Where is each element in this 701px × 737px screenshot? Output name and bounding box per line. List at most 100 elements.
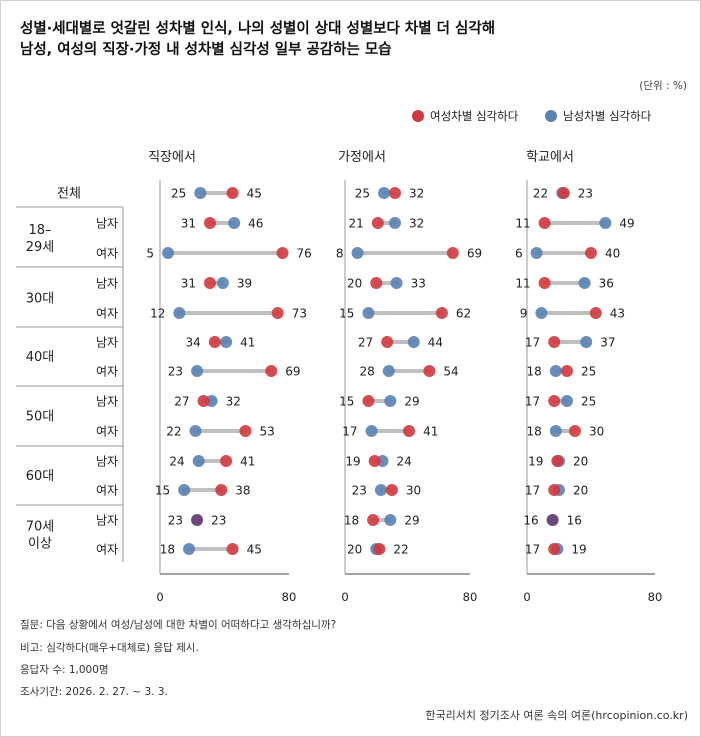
- value-label-female: 17: [525, 336, 540, 350]
- value-label-male: 18: [527, 365, 542, 379]
- value-label-female: 17: [525, 484, 540, 498]
- male-point: [192, 455, 205, 467]
- value-label-female: 54: [443, 365, 458, 379]
- value-label-female: 11: [515, 277, 530, 291]
- value-label-female: 25: [581, 365, 596, 379]
- female-point: [403, 425, 416, 437]
- female-point: [446, 247, 459, 259]
- x-tick-label: 0: [523, 590, 530, 604]
- source-label: 한국리서치 정기조사 여론 속의 여론(hrcopinion.co.kr): [425, 709, 688, 722]
- value-label-male: 25: [581, 395, 596, 409]
- group-label: 40대: [26, 350, 55, 365]
- female-point: [589, 307, 602, 319]
- female-point: [215, 484, 228, 496]
- female-point: [435, 307, 448, 319]
- female-point: [538, 217, 551, 229]
- male-point: [162, 247, 175, 259]
- male-point: [365, 425, 378, 437]
- group-label: 18–: [28, 223, 51, 238]
- female-point: [203, 217, 216, 229]
- male-point: [549, 425, 562, 437]
- group-label: 60대: [26, 469, 55, 484]
- group-label: 전체: [57, 187, 81, 202]
- female-point: [373, 543, 386, 555]
- group-label: 70세: [26, 520, 55, 535]
- male-point: [351, 247, 364, 259]
- note-period: 조사기간: 2026. 2. 27. ~ 3. 3.: [20, 686, 168, 698]
- female-point: [561, 365, 573, 377]
- group-label: 29세: [26, 240, 55, 255]
- value-label-male: 49: [619, 217, 634, 231]
- value-label-male: 20: [573, 484, 588, 498]
- value-label-male: 20: [573, 455, 588, 469]
- male-point: [407, 336, 420, 348]
- sub-label: 남자: [96, 336, 118, 350]
- female-point: [548, 484, 561, 496]
- value-label-male: 8: [336, 247, 344, 261]
- male-point: [530, 247, 543, 259]
- sub-label: 남자: [96, 277, 118, 291]
- overlap-point: [546, 514, 559, 526]
- value-label-female: 19: [345, 455, 360, 469]
- female-point: [389, 187, 401, 199]
- female-point: [557, 187, 570, 199]
- panel-header-2: 학교에서: [526, 150, 574, 165]
- group-label: 30대: [26, 292, 55, 307]
- value-label-female: 16: [523, 514, 538, 528]
- value-label-male: 32: [226, 395, 241, 409]
- value-label-female: 23: [578, 187, 593, 201]
- male-point: [183, 543, 196, 555]
- value-label-female: 11: [515, 217, 530, 231]
- value-label-male: 46: [248, 217, 263, 231]
- value-label-male: 15: [155, 484, 170, 498]
- value-label-male: 23: [168, 365, 183, 379]
- value-label-female: 62: [456, 307, 471, 321]
- female-point: [548, 336, 561, 348]
- value-label-male: 44: [428, 336, 443, 350]
- male-point: [599, 217, 612, 229]
- unit-label: (단위 : %): [639, 79, 687, 92]
- male-point: [228, 217, 241, 229]
- chart-title-line2: 남성, 여성의 직장·가정 내 성차별 심각성 일부 공감하는 모습: [20, 40, 392, 58]
- female-point: [370, 277, 383, 289]
- value-label-male: 19: [571, 543, 586, 557]
- male-point: [382, 365, 395, 377]
- sub-label: 여자: [96, 543, 118, 557]
- value-label-male: 25: [355, 187, 370, 201]
- male-point: [362, 307, 375, 319]
- male-point: [374, 484, 387, 496]
- value-label-male: 16: [567, 514, 582, 528]
- value-label-male: 28: [359, 365, 374, 379]
- male-point: [390, 277, 403, 289]
- female-point: [276, 247, 289, 259]
- value-label-female: 45: [247, 543, 262, 557]
- sub-label: 여자: [96, 425, 118, 439]
- legend-female-marker: [412, 110, 424, 122]
- value-label-female: 31: [181, 217, 196, 231]
- sub-label: 여자: [96, 365, 118, 379]
- female-point: [381, 336, 394, 348]
- x-tick-label: 80: [463, 590, 478, 604]
- value-label-female: 17: [525, 543, 540, 557]
- row-labels: 전체18–29세30대40대50대60대70세이상남자여자남자여자남자여자남자여…: [16, 187, 124, 562]
- value-label-male: 18: [527, 425, 542, 439]
- x-tick-label: 0: [341, 590, 348, 604]
- value-label-male: 12: [150, 307, 165, 321]
- value-label-female: 18: [344, 514, 359, 528]
- female-point: [197, 395, 210, 407]
- female-point: [551, 455, 564, 467]
- value-label-male: 39: [237, 277, 252, 291]
- value-label-female: 76: [297, 247, 312, 261]
- value-label-male: 36: [599, 277, 614, 291]
- value-label-male: 25: [171, 187, 186, 201]
- value-label-male: 6: [515, 247, 523, 261]
- value-label-male: 33: [411, 277, 426, 291]
- legend-female-label: 여성차별 심각하다: [430, 109, 519, 123]
- male-point: [384, 395, 397, 407]
- value-label-male: 22: [166, 425, 181, 439]
- legend-male-label: 남성차별 심각하다: [563, 109, 652, 123]
- female-point: [371, 217, 384, 229]
- female-point: [569, 425, 581, 437]
- female-point: [548, 395, 561, 407]
